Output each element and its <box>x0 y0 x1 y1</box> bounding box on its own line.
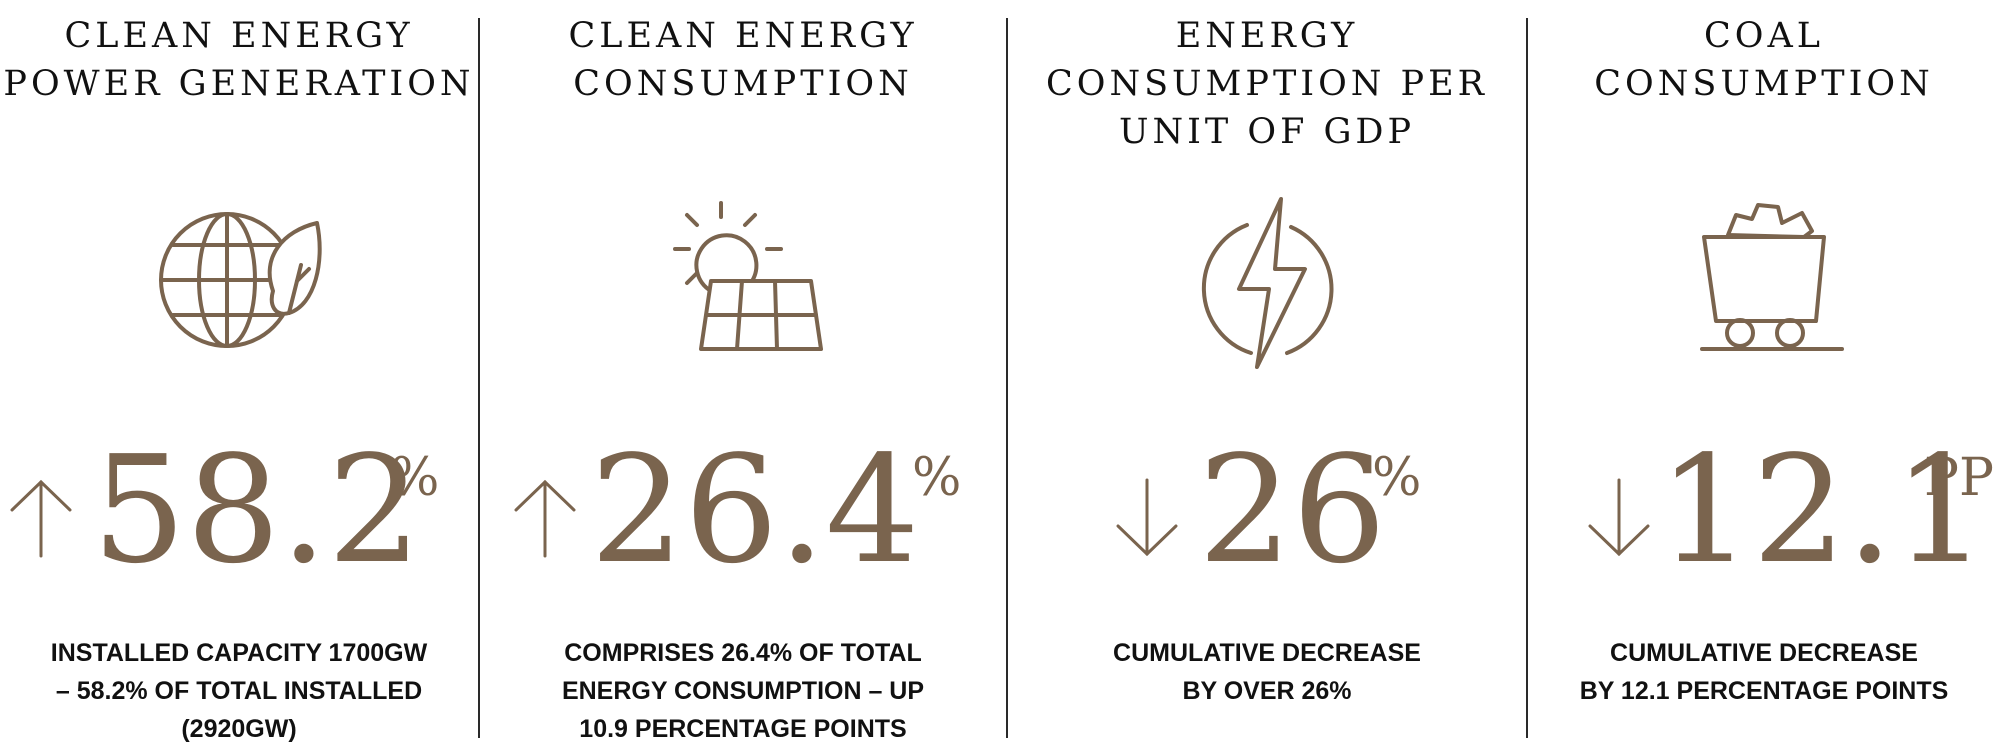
stat-panel-clean-energy-power-generation: CLEAN ENERGY POWER GENERATION 58.2 % INS… <box>0 0 478 750</box>
panel-title: CLEAN ENERGY CONSUMPTION <box>568 16 918 104</box>
arrow-up-icon <box>510 478 580 558</box>
stat-value: 12.1 <box>1658 424 1988 596</box>
panel-title: COAL CONSUMPTION <box>1594 16 1934 104</box>
stat-panel-clean-energy-consumption: CLEAN ENERGY CONSUMPTION 26.4 % COMPRISE… <box>480 0 1006 750</box>
panel-title: ENERGY CONSUMPTION PER UNIT OF GDP <box>1045 16 1489 152</box>
stat-unit: PP <box>1924 448 1994 508</box>
panel-description: COMPRISES 26.4% OF TOTAL ENERGY CONSUMPT… <box>561 639 925 743</box>
coal-cart-icon <box>1674 195 1854 375</box>
stat-value-group: 12.1 PP <box>1528 430 2000 590</box>
stat-unit: % <box>1372 448 1422 508</box>
stat-value-group: 26.4 % <box>480 430 1006 590</box>
stat-unit: % <box>912 448 962 508</box>
stat-value: 26 <box>1198 424 1387 596</box>
sun-solar-panel-icon <box>653 195 833 375</box>
stat-value-group: 26 % <box>1008 430 1526 590</box>
panel-divider <box>1006 18 1008 738</box>
stat-panel-coal-consumption: COAL CONSUMPTION 12.1 PP CUMULATIVE DECR… <box>1528 0 2000 750</box>
panel-divider <box>1526 18 1528 738</box>
arrow-up-icon <box>6 478 76 558</box>
panel-divider <box>478 18 480 738</box>
arrow-down-icon <box>1584 478 1654 558</box>
stat-panel-energy-consumption-per-unit-gdp: ENERGY CONSUMPTION PER UNIT OF GDP 26 % … <box>1008 0 1526 750</box>
panel-title: CLEAN ENERGY POWER GENERATION <box>3 16 475 104</box>
lightning-bolt-icon <box>1177 195 1357 375</box>
stat-unit: % <box>390 448 440 508</box>
globe-leaf-icon <box>149 195 329 375</box>
stat-value: 58.2 <box>92 424 422 596</box>
panel-description: INSTALLED CAPACITY 1700GW – 58.2% OF TOT… <box>50 639 428 743</box>
stat-value-group: 58.2 % <box>0 430 478 590</box>
panel-description: CUMULATIVE DECREASE BY OVER 26% <box>1113 639 1421 705</box>
stat-value: 26.4 <box>590 424 920 596</box>
arrow-down-icon <box>1112 478 1182 558</box>
panel-description: CUMULATIVE DECREASE BY 12.1 PERCENTAGE P… <box>1579 639 1949 705</box>
